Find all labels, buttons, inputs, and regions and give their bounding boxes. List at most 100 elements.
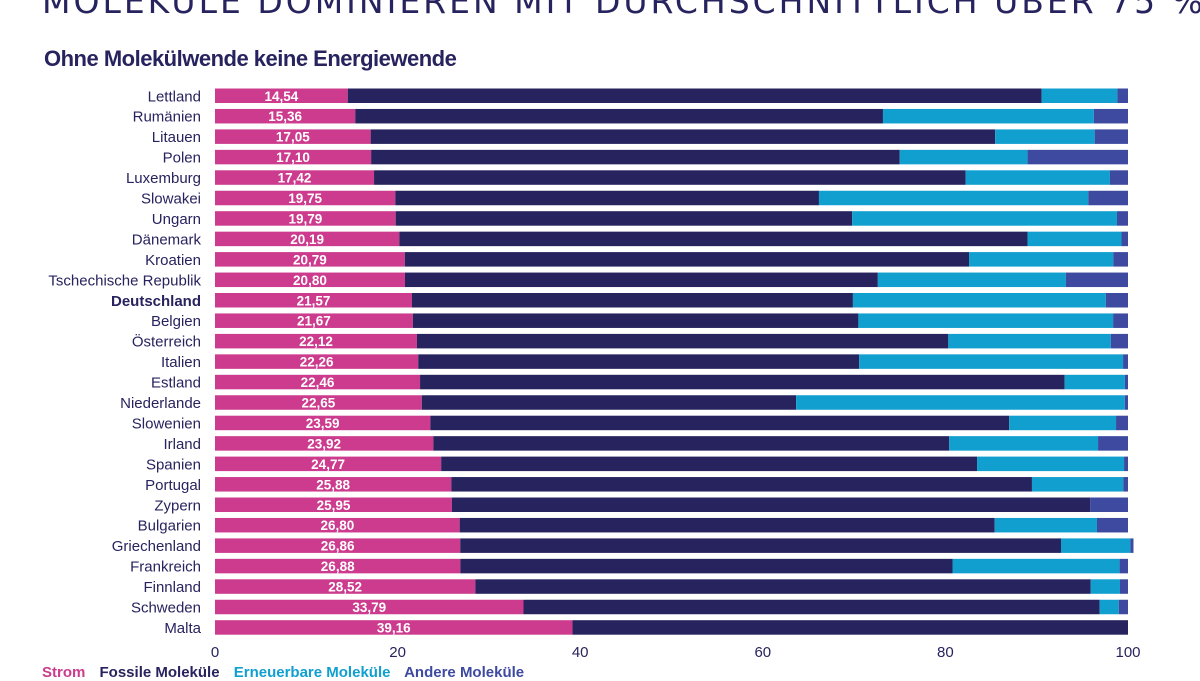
bar-andere-rumänien <box>1093 108 1128 124</box>
bar-strom-bulgarien <box>215 517 460 533</box>
bar-strom-schweden <box>215 599 524 615</box>
category-label-dänemark: Dänemark <box>132 231 202 248</box>
value-label-griechenland: 26,86 <box>321 539 355 554</box>
bar-erneuerbar-finnland <box>1090 579 1120 594</box>
bar-andere-belgien <box>1113 313 1128 328</box>
bar-fossil-rumänien <box>355 108 883 124</box>
category-label-griechenland: Griechenland <box>112 538 201 555</box>
value-label-slowenien: 23,59 <box>306 416 340 431</box>
bar-fossil-österreich <box>416 333 949 349</box>
bar-andere-irland <box>1098 436 1128 451</box>
legend-item-andere: Andere Moleküle <box>404 664 525 681</box>
bars-group <box>215 88 1134 635</box>
value-label-kroatien: 20,79 <box>293 252 327 267</box>
bar-andere-polen <box>1027 149 1128 165</box>
bar-andere-estland <box>1124 374 1128 390</box>
value-label-polen: 17,10 <box>276 150 310 165</box>
category-label-polen: Polen <box>163 150 201 167</box>
category-label-litauen: Litauen <box>152 129 201 146</box>
bar-strom-slowakei <box>215 190 396 206</box>
bar-fossil-italien <box>418 354 860 369</box>
bar-erneuerbar-schweden <box>1099 599 1119 615</box>
bar-erneuerbar-luxemburg <box>965 170 1110 185</box>
category-labels: 14,54 Lettland 15,36 Rumänien 17,05 Litauen 17… <box>48 88 411 637</box>
bar-fossil-kroatien <box>404 252 970 267</box>
x-axis: 0 20 40 60 80 100 <box>211 644 1141 661</box>
bar-strom-portugal <box>215 477 452 492</box>
bar-strom-deutschland <box>215 293 412 308</box>
bar-andere-slowakei <box>1088 190 1128 206</box>
category-label-schweden: Schweden <box>131 600 201 617</box>
bar-andere-litauen <box>1094 129 1128 144</box>
bar-fossil-irland <box>433 436 950 451</box>
legend-item-fossil: Fossile Moleküle <box>99 664 220 681</box>
category-label-tschechische-republik: Tschechische Republik <box>48 272 201 289</box>
bar-andere-finnland <box>1119 579 1128 594</box>
bar-strom-luxemburg <box>215 170 375 185</box>
x-tick-label-80: 80 <box>937 644 954 661</box>
bar-erneuerbar-lettland <box>1041 88 1118 103</box>
category-label-slowenien: Slowenien <box>132 415 201 432</box>
value-label-litauen: 17,05 <box>276 130 310 145</box>
category-label-zypern: Zypern <box>154 497 201 514</box>
category-label-estland: Estland <box>151 375 201 392</box>
chart-subtitle: Ohne Molekülwende keine Energiewende <box>44 46 457 71</box>
value-label-luxemburg: 17,42 <box>278 171 312 186</box>
bar-strom-italien <box>215 354 419 369</box>
category-label-bulgarien: Bulgarien <box>138 518 201 535</box>
category-label-malta: Malta <box>164 620 201 637</box>
bar-erneuerbar-kroatien <box>969 252 1114 267</box>
x-tick-label-20: 20 <box>389 644 406 661</box>
bar-erneuerbar-griechenland <box>1060 538 1131 553</box>
bar-fossil-belgien <box>412 313 859 328</box>
bar-strom-ungarn <box>215 211 396 226</box>
value-label-slowakei: 19,75 <box>288 191 322 206</box>
bar-strom-estland <box>215 374 421 390</box>
bar-andere-portugal <box>1123 477 1128 492</box>
value-label-österreich: 22,12 <box>299 334 333 349</box>
bar-andere-lettland <box>1117 88 1128 103</box>
bar-strom-griechenland <box>215 538 461 553</box>
category-label-kroatien: Kroatien <box>145 252 201 269</box>
bar-erneuerbar-portugal <box>1031 477 1124 492</box>
bar-erneuerbar-slowakei <box>818 190 1089 206</box>
bar-erneuerbar-deutschland <box>852 293 1106 308</box>
bar-strom-österreich <box>215 333 417 349</box>
bar-fossil-portugal <box>451 477 1032 492</box>
bar-strom-tschechische-republik <box>215 272 405 288</box>
value-label-lettland: 14,54 <box>264 89 298 104</box>
bar-erneuerbar-dänemark <box>1027 231 1122 247</box>
bar-andere-luxemburg <box>1109 170 1128 185</box>
x-tick-label-60: 60 <box>754 644 771 661</box>
bar-fossil-dänemark <box>399 231 1028 247</box>
value-label-zypern: 25,95 <box>317 498 351 513</box>
bar-andere-ungarn <box>1116 211 1128 226</box>
bar-fossil-tschechische-republik <box>404 272 878 288</box>
bar-strom-irland <box>215 436 434 451</box>
bar-strom-litauen <box>215 129 371 144</box>
bar-andere-zypern <box>1090 497 1128 512</box>
legend-item-strom: Strom <box>42 664 86 681</box>
value-label-ungarn: 19,79 <box>288 211 322 226</box>
value-label-bulgarien: 26,80 <box>320 518 354 533</box>
value-label-finnland: 28,52 <box>328 580 362 595</box>
bar-strom-frankreich <box>215 558 461 574</box>
category-label-frankreich: Frankreich <box>130 559 201 576</box>
bar-strom-niederlande <box>215 395 422 410</box>
category-label-portugal: Portugal <box>145 477 201 494</box>
bar-strom-dänemark <box>215 231 400 247</box>
bar-fossil-luxemburg <box>374 170 966 185</box>
category-label-österreich: Österreich <box>132 333 201 351</box>
value-label-malta: 39,16 <box>377 620 411 635</box>
bar-andere-frankreich <box>1119 558 1128 574</box>
bar-erneuerbar-österreich <box>948 333 1111 349</box>
bar-fossil-schweden <box>523 599 1100 615</box>
bar-strom-zypern <box>215 497 452 512</box>
category-label-lettland: Lettland <box>148 88 201 105</box>
bar-fossil-litauen <box>370 129 996 144</box>
bar-andere-griechenland <box>1130 538 1134 553</box>
value-label-spanien: 24,77 <box>311 457 345 472</box>
bar-erneuerbar-italien <box>859 354 1124 369</box>
bar-andere-bulgarien <box>1096 517 1128 533</box>
